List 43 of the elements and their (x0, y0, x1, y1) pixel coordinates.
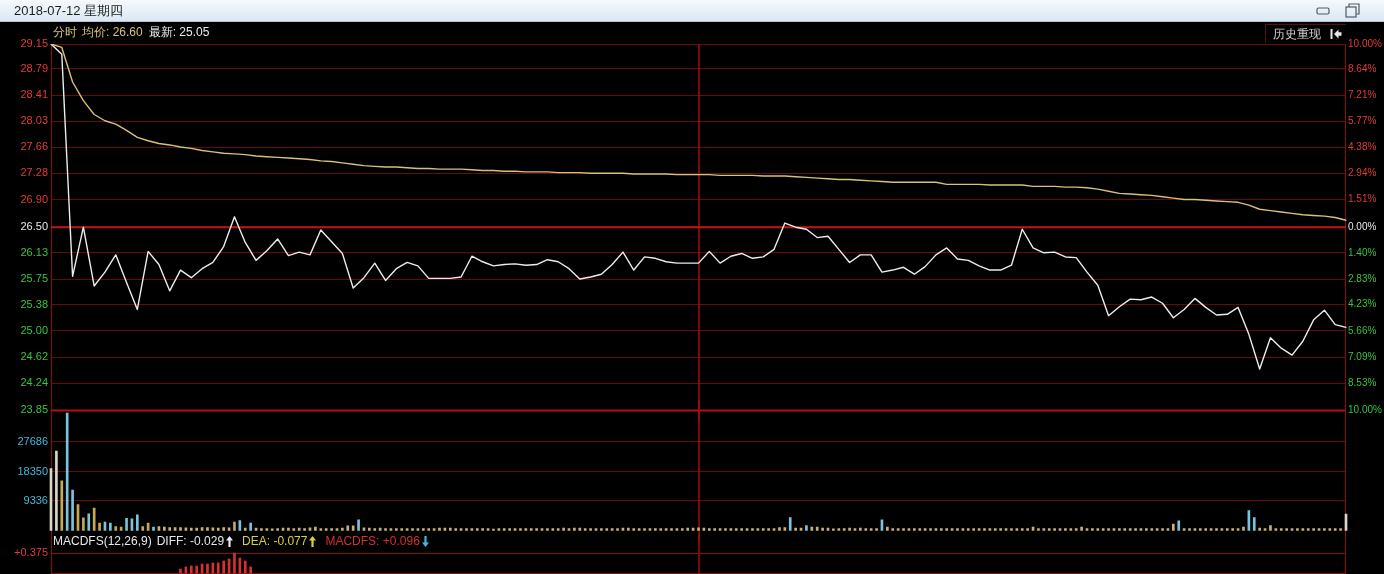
legend-label: DIFF: -0.029 (156, 534, 225, 548)
y-tick-label: 28.03 (20, 114, 48, 127)
y-tick-label: 27.66 (20, 140, 48, 153)
y2-tick-label: 8.64% (1348, 62, 1377, 74)
y2-tick-label: 1.40% (1348, 246, 1377, 258)
y-tick-label: 28.79 (20, 61, 48, 74)
y-tick-label: 27.28 (20, 166, 48, 179)
text: 最新: 25.05 (148, 25, 210, 39)
y-tick-label: 26.13 (20, 245, 48, 258)
y2-tick-label: 5.66% (1348, 324, 1377, 336)
legend-label: DEA: -0.077 (242, 534, 308, 548)
y2-tick-label: 7.09% (1348, 350, 1377, 362)
text: MACDFS: +0.096 (325, 534, 420, 548)
y2-tick-label: 10.00% (1348, 37, 1383, 49)
y-tick-label: 29.15 (20, 37, 48, 50)
y2-tick-label: 5.77% (1348, 115, 1377, 127)
y2-tick-label: 4.38% (1348, 140, 1377, 152)
y-tick-label: 26.90 (20, 192, 48, 205)
y-tick-label: 24.24 (20, 376, 48, 389)
y-tick-label: 18350 (17, 464, 48, 477)
y2-tick-label: 7.21% (1348, 88, 1377, 100)
y-tick-label: 25.00 (20, 323, 48, 336)
y2-tick-label: 1.51% (1348, 193, 1377, 205)
y2-tick-label: 2.83% (1348, 272, 1377, 284)
y-tick-label: 24.62 (20, 350, 48, 363)
text: +0.375 (13, 546, 48, 559)
chart-title: 2018-07-12 星期四 (14, 3, 124, 19)
y2-tick-label: 0.00% (1348, 220, 1377, 232)
y-tick-label: 25.75 (20, 272, 48, 285)
legend-title: 分时 (53, 25, 77, 39)
y-tick-label: 28.41 (20, 88, 48, 101)
series-label: 均价: 26.60 (82, 25, 143, 39)
y-tick-label: 9336 (23, 493, 48, 506)
y-tick-label: 25.38 (20, 297, 48, 310)
y2-tick-label: 8.53% (1348, 377, 1377, 389)
y-tick-label: 26.50 (20, 220, 48, 233)
y-tick-label: 23.85 (20, 403, 48, 416)
y2-tick-label: 10.00% (1348, 404, 1383, 416)
y-tick-label: 27686 (17, 434, 48, 447)
y2-tick-label: 2.94% (1348, 167, 1377, 179)
replay-button: 历史重现 (1265, 24, 1346, 43)
legend-title: MACDFS(12,26,9) (53, 534, 152, 548)
y2-tick-label: 4.23% (1348, 298, 1377, 310)
